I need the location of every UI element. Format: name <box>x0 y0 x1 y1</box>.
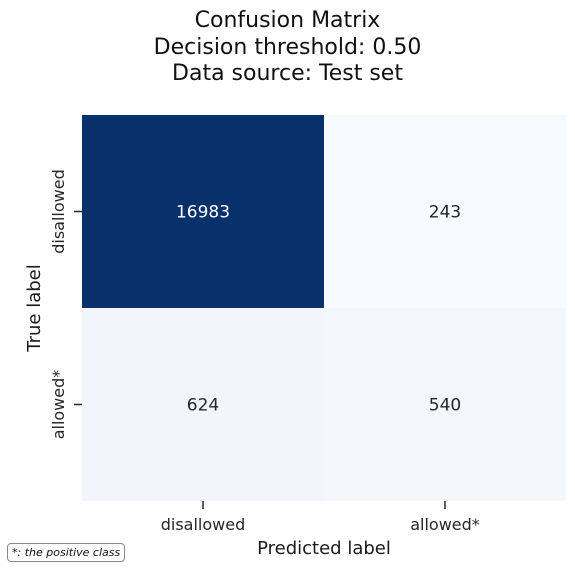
heatmap-cell-0-0 <box>82 115 324 308</box>
chart-title-line-2: Decision threshold: 0.50 <box>153 35 422 60</box>
x-tick-label-0: disallowed <box>161 515 246 534</box>
heatmap-cell-0-1 <box>324 115 566 308</box>
cell-value-label-0-0: 16983 <box>176 203 230 223</box>
positive-class-footnote: *: the positive class <box>7 543 126 562</box>
x-tick-label-1: allowed* <box>410 515 480 534</box>
cell-value-label-0-1: 243 <box>429 203 461 223</box>
cell-value-label-1-1: 540 <box>429 396 461 416</box>
heatmap-cell-1-1 <box>324 308 566 501</box>
y-axis-title: True label <box>24 264 45 353</box>
y-tick-label-0: disallowed <box>49 169 68 254</box>
chart-title-line-3: Data source: Test set <box>172 61 403 86</box>
x-axis-title: Predicted label <box>257 538 391 559</box>
cell-value-label-1-0: 624 <box>187 396 219 416</box>
y-tick-label-1: allowed* <box>49 370 68 440</box>
heatmap-cell-1-0 <box>82 308 324 501</box>
chart-title-line-1: Confusion Matrix <box>194 8 381 33</box>
